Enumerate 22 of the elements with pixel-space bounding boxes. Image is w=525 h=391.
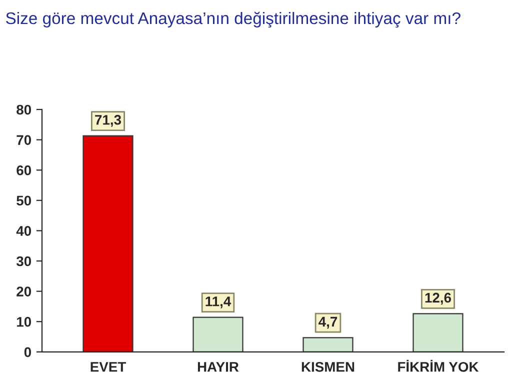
bar [302,337,354,352]
y-tick-label: 0 [24,347,32,358]
y-tick-label: 40 [16,226,32,236]
y-tick-label: 70 [16,135,32,145]
bar [192,316,244,352]
data-label: 12,6 [425,292,452,305]
y-tick-label: 30 [16,256,32,266]
x-tick-label: HAYIR [198,362,239,372]
data-label: 4,7 [318,316,338,329]
y-tick-label: 60 [16,165,32,176]
x-tick-label: EVET [90,362,126,372]
y-tick-label: 10 [17,316,32,327]
bar [412,313,464,352]
y-tick-label: 20 [16,286,32,296]
chart-title: Size göre mevcut Anayasa’nın değiştirilmesine ihtiyaç var mı? [6,12,460,28]
x-tick-label: FİKRİM YOK [398,360,479,372]
data-label: 71,3 [95,114,122,127]
x-tick-label: KISMEN [302,362,354,372]
bar [82,135,134,352]
y-tick-label: 50 [16,196,32,206]
data-label: 11,4 [206,296,232,308]
y-tick-label: 80 [16,104,32,115]
